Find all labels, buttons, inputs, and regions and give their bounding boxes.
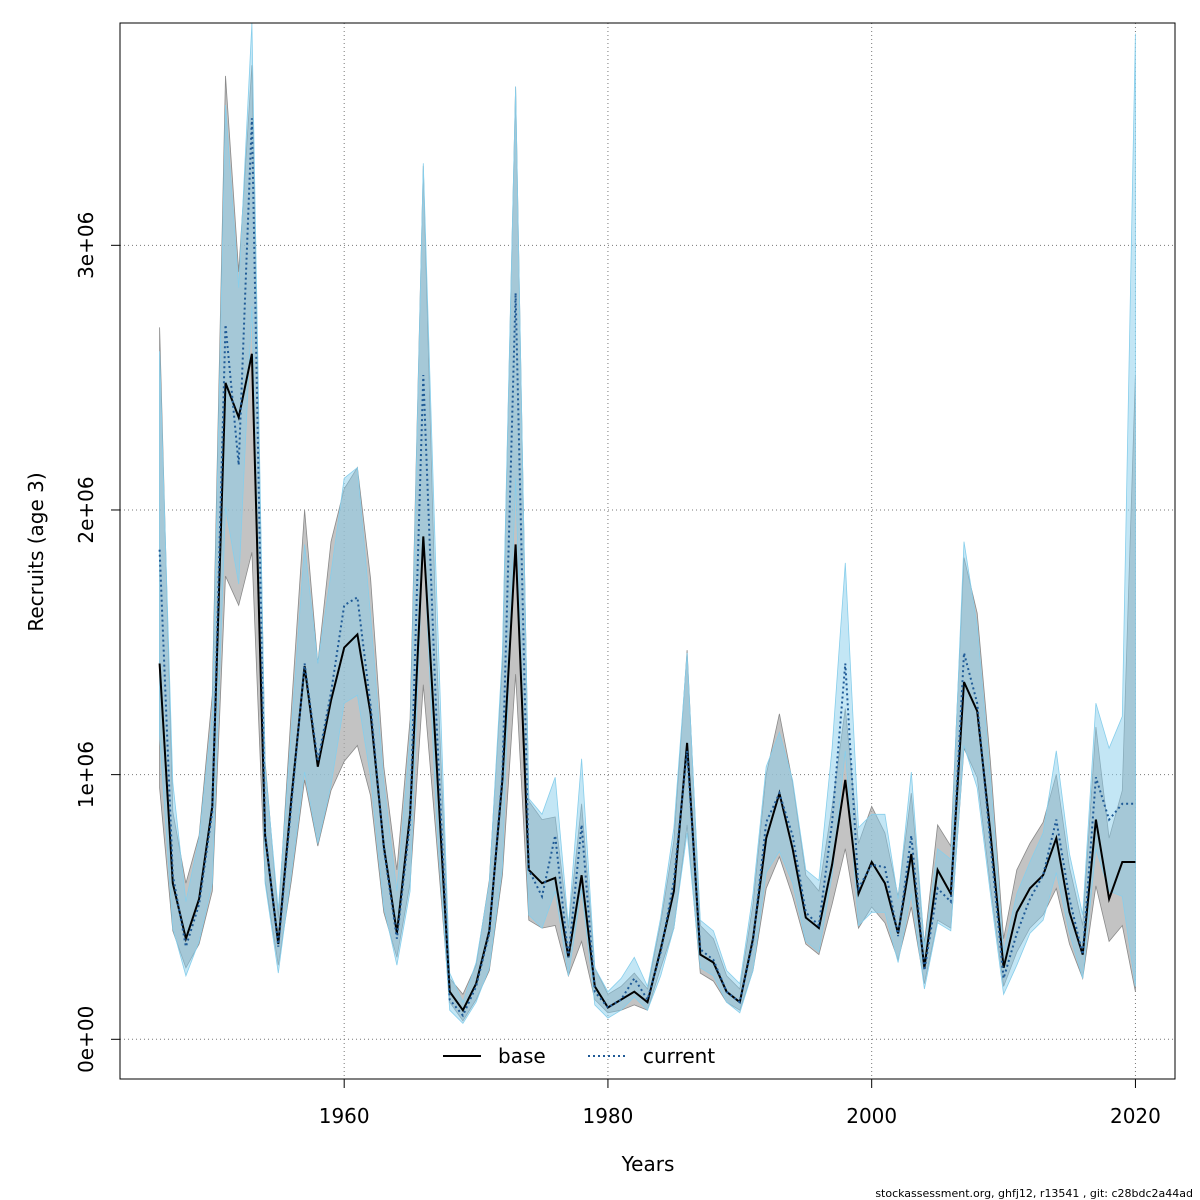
legend-label-base: base (498, 1044, 546, 1068)
confidence-bands (159, 22, 1136, 1025)
x-tick-label-1960: 1960 (319, 1104, 370, 1128)
y-tick-label-2: 2e+06 (74, 476, 98, 543)
x-axis-title: Years (621, 1152, 675, 1176)
y-axis-title: Recruits (age 3) (24, 472, 48, 631)
x-tick-label-1980: 1980 (582, 1104, 633, 1128)
x-tick-label-2020: 2020 (1110, 1104, 1161, 1128)
legend-label-current: current (643, 1044, 715, 1068)
x-axis: 1960 1980 2000 2020 (319, 1079, 1161, 1128)
line-base (158, 353, 1136, 1013)
footer-credit: stockassessment.org, ghfj12, r13541 , gi… (875, 1187, 1193, 1200)
series-lines (158, 118, 1136, 1018)
y-tick-label-3: 3e+06 (74, 212, 98, 279)
plot-frame (119, 22, 1176, 1080)
band-current (159, 22, 1136, 1025)
y-axis: 0e+00 1e+06 2e+06 3e+06 (74, 212, 120, 1073)
legend: base current (443, 1044, 715, 1068)
x-tick-label-2000: 2000 (846, 1104, 897, 1128)
y-tick-label-0: 0e+00 (74, 1006, 98, 1073)
y-tick-label-1: 1e+06 (74, 741, 98, 808)
